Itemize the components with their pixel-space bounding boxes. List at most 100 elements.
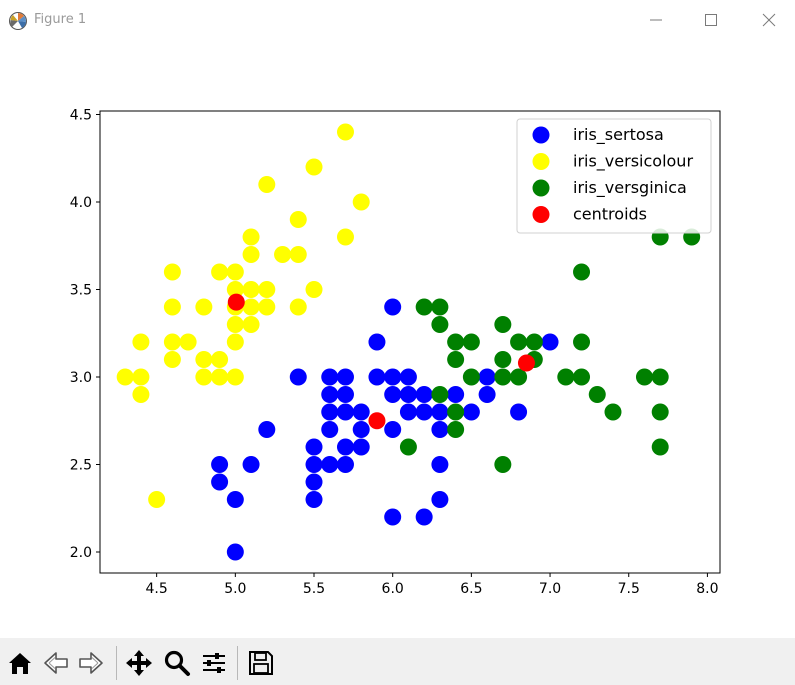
point-iris_versicolour <box>132 368 150 386</box>
point-iris_versicolour <box>242 246 260 263</box>
point-iris_sertosa <box>336 438 354 456</box>
point-iris_versginica <box>399 438 417 456</box>
figure-canvas[interactable]: iris_sertosa iris_versicolour iris_versgin… <box>0 40 795 638</box>
forward-arrow-icon <box>79 652 103 674</box>
point-iris_sertosa <box>211 456 229 473</box>
point-iris_versginica <box>447 403 465 421</box>
point-iris_sertosa <box>541 333 559 351</box>
point-iris_versginica <box>651 403 669 421</box>
legend-label: iris_versicolour <box>573 152 693 172</box>
point-iris_sertosa <box>384 508 402 526</box>
point-iris_sertosa <box>336 456 354 473</box>
pan-button[interactable] <box>123 646 155 680</box>
pan-move-icon <box>126 650 152 676</box>
plot-frame <box>99 110 721 574</box>
point-iris_versicolour <box>211 368 229 386</box>
point-centroids <box>517 354 535 372</box>
title-bar[interactable]: Figure 1 <box>0 0 795 40</box>
point-iris_sertosa <box>431 421 449 438</box>
x-tick-label: 5.5 <box>303 581 325 597</box>
minimize-button[interactable] <box>627 0 685 40</box>
point-iris_versginica <box>494 456 512 473</box>
point-iris_sertosa <box>399 368 417 386</box>
home-button[interactable] <box>4 646 36 680</box>
point-iris_versicolour <box>163 333 181 351</box>
y-tick-label: 2.0 <box>70 545 92 561</box>
series-iris_sertosa <box>211 298 559 561</box>
minimize-icon <box>650 19 662 21</box>
window-title: Figure 1 <box>34 12 87 27</box>
point-iris_sertosa <box>384 421 402 438</box>
point-iris_sertosa <box>352 438 370 456</box>
point-iris_versginica <box>494 316 512 333</box>
series-iris_versginica <box>399 228 701 473</box>
point-iris_versginica <box>462 368 480 386</box>
close-button[interactable] <box>740 0 795 40</box>
save-button[interactable] <box>245 646 277 680</box>
point-iris_sertosa <box>226 491 244 508</box>
maximize-button[interactable] <box>682 0 740 40</box>
point-iris_versicolour <box>195 368 213 386</box>
point-iris_versginica <box>573 333 591 351</box>
point-iris_versicolour <box>163 298 181 316</box>
point-iris_versginica <box>462 333 480 351</box>
point-iris_versicolour <box>226 368 244 386</box>
configure-subplots-button[interactable] <box>198 646 230 680</box>
point-iris_sertosa <box>368 368 386 386</box>
point-iris_sertosa <box>384 368 402 386</box>
point-iris_sertosa <box>384 386 402 403</box>
point-iris_versicolour <box>163 263 181 281</box>
point-iris_versginica <box>604 403 622 421</box>
point-iris_versicolour <box>242 316 260 333</box>
y-tick-label: 3.0 <box>70 370 92 386</box>
y-tick-label: 4.0 <box>70 195 92 211</box>
point-iris_versicolour <box>258 176 276 193</box>
back-button[interactable] <box>40 646 72 680</box>
point-centroids <box>227 293 245 311</box>
point-iris_sertosa <box>431 491 449 508</box>
y-tick-label: 2.5 <box>70 458 92 474</box>
point-iris_sertosa <box>305 438 323 456</box>
point-iris_versginica <box>573 368 591 386</box>
point-iris_versginica <box>525 333 543 351</box>
point-iris_sertosa <box>321 403 339 421</box>
point-iris_versicolour <box>148 491 166 508</box>
point-iris_sertosa <box>415 386 433 403</box>
series-iris_versicolour <box>116 123 370 508</box>
point-iris_versginica <box>447 333 465 351</box>
x-tick-label: 7.0 <box>539 581 561 597</box>
save-floppy-icon <box>249 651 273 675</box>
matplotlib-logo-icon <box>8 11 28 31</box>
legend: iris_sertosa iris_versicolour iris_versgin… <box>516 118 712 234</box>
back-arrow-icon <box>44 652 68 674</box>
point-iris_versicolour <box>242 281 260 298</box>
x-tick-label: 8.0 <box>696 581 718 597</box>
point-iris_versicolour <box>116 368 134 386</box>
point-iris_versicolour <box>305 281 323 298</box>
point-iris_sertosa <box>399 386 417 403</box>
point-iris_sertosa <box>384 298 402 316</box>
point-iris_sertosa <box>321 368 339 386</box>
point-iris_versicolour <box>195 298 213 316</box>
y-tick-label: 3.5 <box>70 283 92 299</box>
point-iris_versginica <box>651 368 669 386</box>
zoom-magnifier-icon <box>164 650 190 676</box>
data-points-layer <box>116 123 701 561</box>
point-iris_sertosa <box>336 368 354 386</box>
point-iris_sertosa <box>305 473 323 491</box>
point-iris_sertosa <box>321 421 339 438</box>
x-tick-label: 4.5 <box>146 581 168 597</box>
zoom-button[interactable] <box>161 646 193 680</box>
point-iris_versginica <box>494 351 512 368</box>
point-iris_versicolour <box>289 246 307 263</box>
point-iris_versginica <box>447 421 465 438</box>
point-iris_versginica <box>557 368 575 386</box>
point-iris_versicolour <box>289 211 307 228</box>
point-iris_sertosa <box>462 403 480 421</box>
point-iris_versginica <box>588 386 606 403</box>
point-iris_versicolour <box>163 351 181 368</box>
forward-button[interactable] <box>75 646 107 680</box>
legend-marker <box>532 179 550 197</box>
point-iris_versginica <box>447 351 465 368</box>
x-tick-label: 6.5 <box>460 581 482 597</box>
